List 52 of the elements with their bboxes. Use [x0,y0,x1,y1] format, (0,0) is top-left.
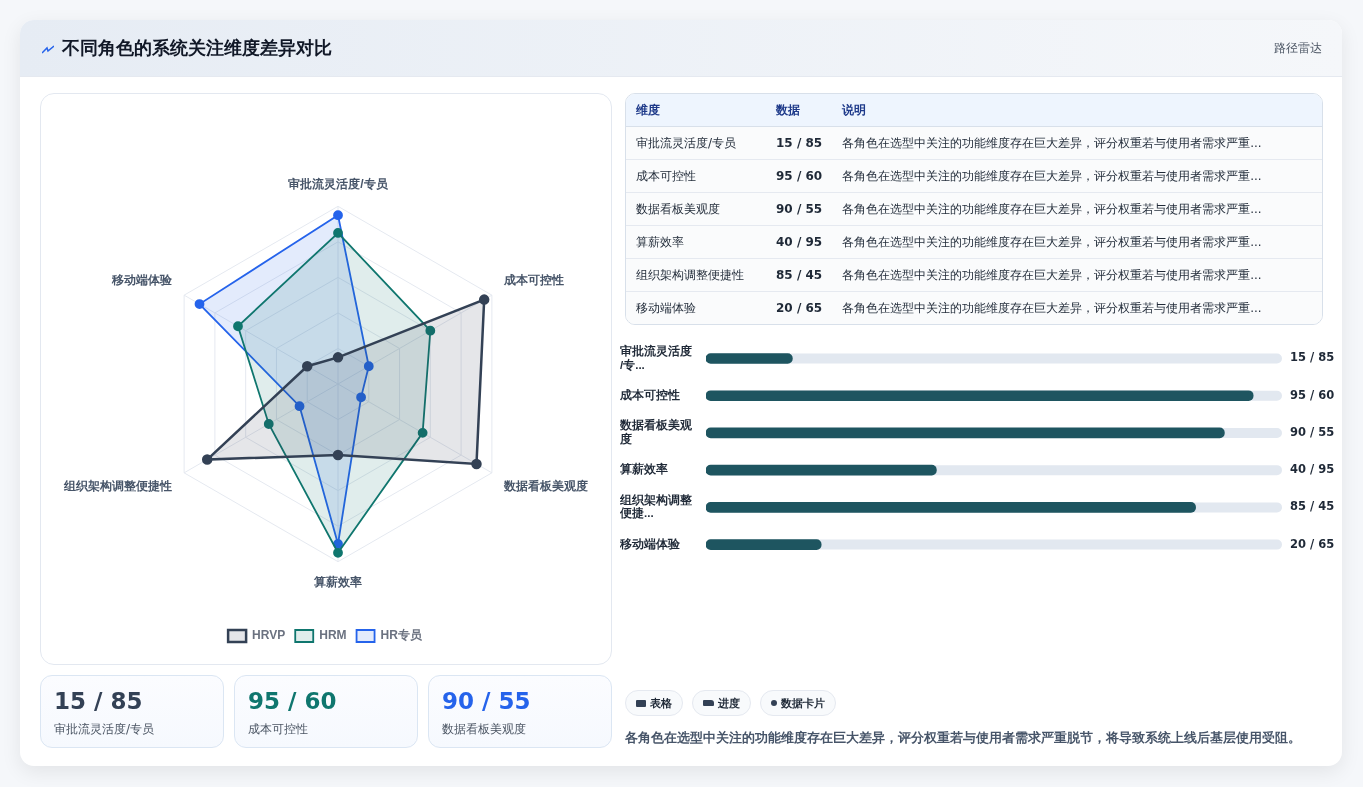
text: 95 / 60 [776,169,823,183]
y-tick-label: 成本可控性 [619,387,680,401]
legend-label: HRVP [252,628,286,643]
text: 90 / 55 [442,688,531,714]
category-label: 组织架构调整便捷性 [626,259,766,292]
data-label: 90 / 55 [1290,424,1335,439]
text: 85 / 45 [776,268,823,282]
text: 15 / 85 [776,136,823,150]
legend-label: HR专员 [380,628,423,643]
data-label: 95 / 60 [1290,387,1335,402]
data-label: 15 / 85 [1290,350,1335,365]
text: 各角色在选型中关注的功能维度存在巨大差异，评分权重若与使用者需求严重... [832,127,1322,160]
text: 40 / 95 [776,235,823,249]
text: 各角色在选型中关注的功能维度存在巨大差异，评分权重若与使用者需求严重脱节，将导致系统上线后基层使用受阻。 [625,730,1301,747]
spoke-label: 数据看板美观度 [503,479,588,494]
spoke-label: 审批流灵活度/专员 [288,177,389,192]
y-tick-label: 组织架构调整便捷... [619,492,692,520]
data-label: 20 / 65 [1290,536,1335,551]
category-label: 数据看板美观度 [442,721,526,738]
text: 95 / 60 [248,688,337,714]
spoke-label: 成本可控性 [503,273,564,288]
text: 90 / 55 [776,202,823,216]
text: 各角色在选型中关注的功能维度存在巨大差异，评分权重若与使用者需求严重... [832,193,1322,226]
text: 20 / 65 [776,301,823,315]
spoke-label: 移动端体验 [111,273,173,288]
text: 维度 [626,94,766,127]
text: 15 / 85 [54,688,143,714]
data-label: 40 / 95 [1290,462,1335,477]
spoke-label: 组织架构调整便捷性 [63,479,172,494]
category-label: 审批流灵活度/专员 [626,127,766,160]
category-label: 审批流灵活度/专员 [54,721,155,738]
text: 说明 [832,94,1322,127]
y-tick-label: 数据看板美观度 [619,418,693,446]
category-label: 成本可控性 [248,721,308,738]
bar [706,539,822,550]
text: 数据 [766,94,833,127]
spoke-label: 算薪效率 [313,575,362,590]
y-tick-label: 算薪效率 [619,462,668,477]
text: 不同角色的系统关注维度差异对比 [62,36,332,60]
text: 数据卡片 [781,695,825,711]
text: 各角色在选型中关注的功能维度存在巨大差异，评分权重若与使用者需求严重... [832,226,1322,259]
text: 表格 [650,695,672,711]
text: 各角色在选型中关注的功能维度存在巨大差异，评分权重若与使用者需求严重... [832,259,1322,292]
y-tick-label: 审批流灵活度/专... [620,343,692,372]
bar [706,353,793,364]
text: 进度 [718,695,740,711]
text: 各角色在选型中关注的功能维度存在巨大差异，评分权重若与使用者需求严重... [832,292,1322,324]
y-tick-label: 移动端体验 [619,536,681,550]
text: 路径雷达 [1274,40,1322,57]
text: 各角色在选型中关注的功能维度存在巨大差异，评分权重若与使用者需求严重... [832,160,1322,193]
legend-label: HRM [319,628,347,643]
data-label: 85 / 45 [1290,499,1335,514]
